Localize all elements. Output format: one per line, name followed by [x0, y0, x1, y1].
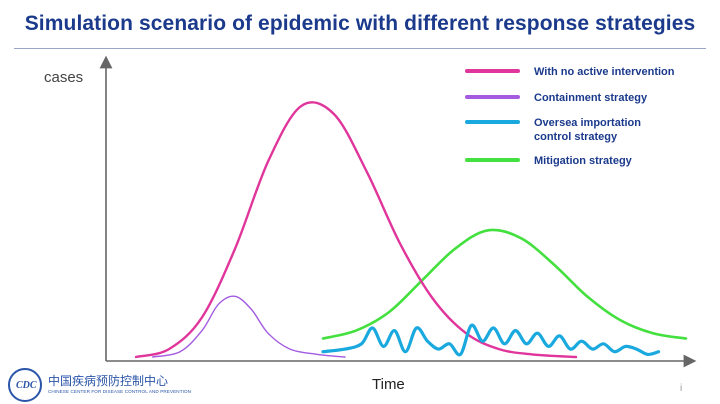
logo-name-chinese: 中国疾病预防控制中心 — [48, 374, 169, 388]
title-divider — [14, 48, 706, 49]
series-line-4 — [321, 228, 688, 340]
page-number: i — [680, 383, 683, 394]
y-axis-label: cases — [44, 69, 83, 86]
legend: With no active intervention Containment s… — [465, 66, 675, 167]
series-layer — [134, 101, 688, 359]
series-line-3 — [321, 323, 661, 357]
legend-label-3: Oversea importation control strategy — [534, 117, 641, 143]
cdc-emblem-icon: CDC — [8, 368, 42, 402]
china-cdc-logo: CDC 中国疾病预防控制中心 CHINESE CENTER FOR DISEAS… — [4, 364, 204, 402]
cdc-emblem-text: CDC — [16, 380, 37, 391]
x-axis-label: Time — [372, 376, 405, 393]
logo-name-english: CHINESE CENTER FOR DISEASE CONTROL AND P… — [48, 389, 192, 394]
slide-title: Simulation scenario of epidemic with dif… — [24, 12, 696, 35]
legend-label-4: Mitigation strategy — [534, 155, 633, 167]
series-line-1 — [134, 101, 578, 359]
legend-label-1: With no active intervention — [534, 66, 675, 78]
series-line-2 — [151, 295, 346, 358]
legend-label-2: Containment strategy — [534, 92, 648, 104]
